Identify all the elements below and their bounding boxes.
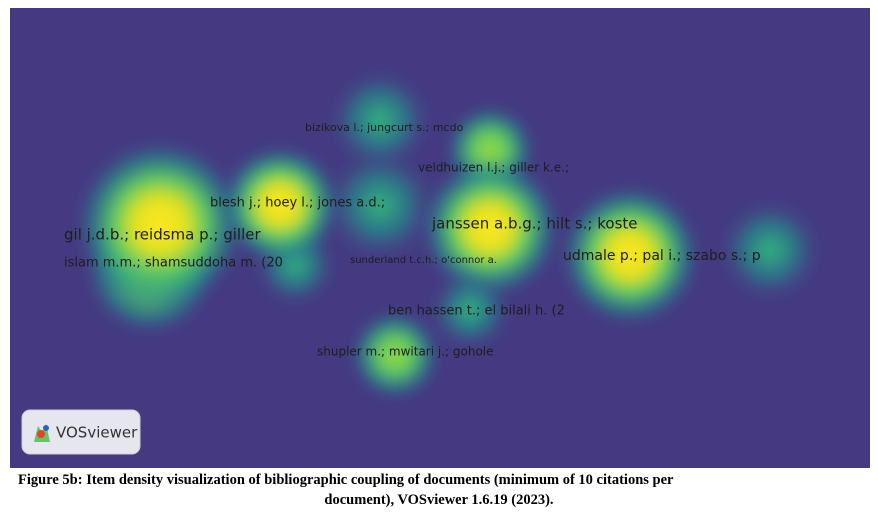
item-label: ben hassen t.; el bilali h. (2 [388, 304, 565, 319]
caption-line: document), VOSviewer 1.6.19 (2023). [324, 492, 554, 508]
item-label: islam m.m.; shamsuddoha m. (20 [64, 256, 283, 271]
logo: VOSviewer [21, 409, 141, 455]
logo-text: VOSviewer [56, 424, 138, 442]
item-label: udmale p.; pal i.; szabo s.; p [563, 248, 761, 264]
density-blobs [75, 70, 820, 400]
item-label: gil j.d.b.; reidsma p.; giller [64, 226, 261, 244]
caption-line: Figure 5b: Item density visualization of… [18, 472, 674, 488]
item-label: shupler m.; mwitari j.; gohole [317, 345, 494, 359]
item-label: blesh j.; hoey l.; jones a.d.; [210, 196, 385, 211]
item-label: veldhuizen l.j.; giller k.e.; [418, 161, 569, 175]
density-map: bizikova l.; jungcurt s.; mcdo veldhuize… [10, 8, 870, 468]
item-label: sunderland t.c.h.; o'connor a. [350, 255, 497, 266]
item-label: janssen a.b.g.; hilt s.; koste [431, 215, 638, 233]
item-label: bizikova l.; jungcurt s.; mcdo [305, 121, 464, 134]
